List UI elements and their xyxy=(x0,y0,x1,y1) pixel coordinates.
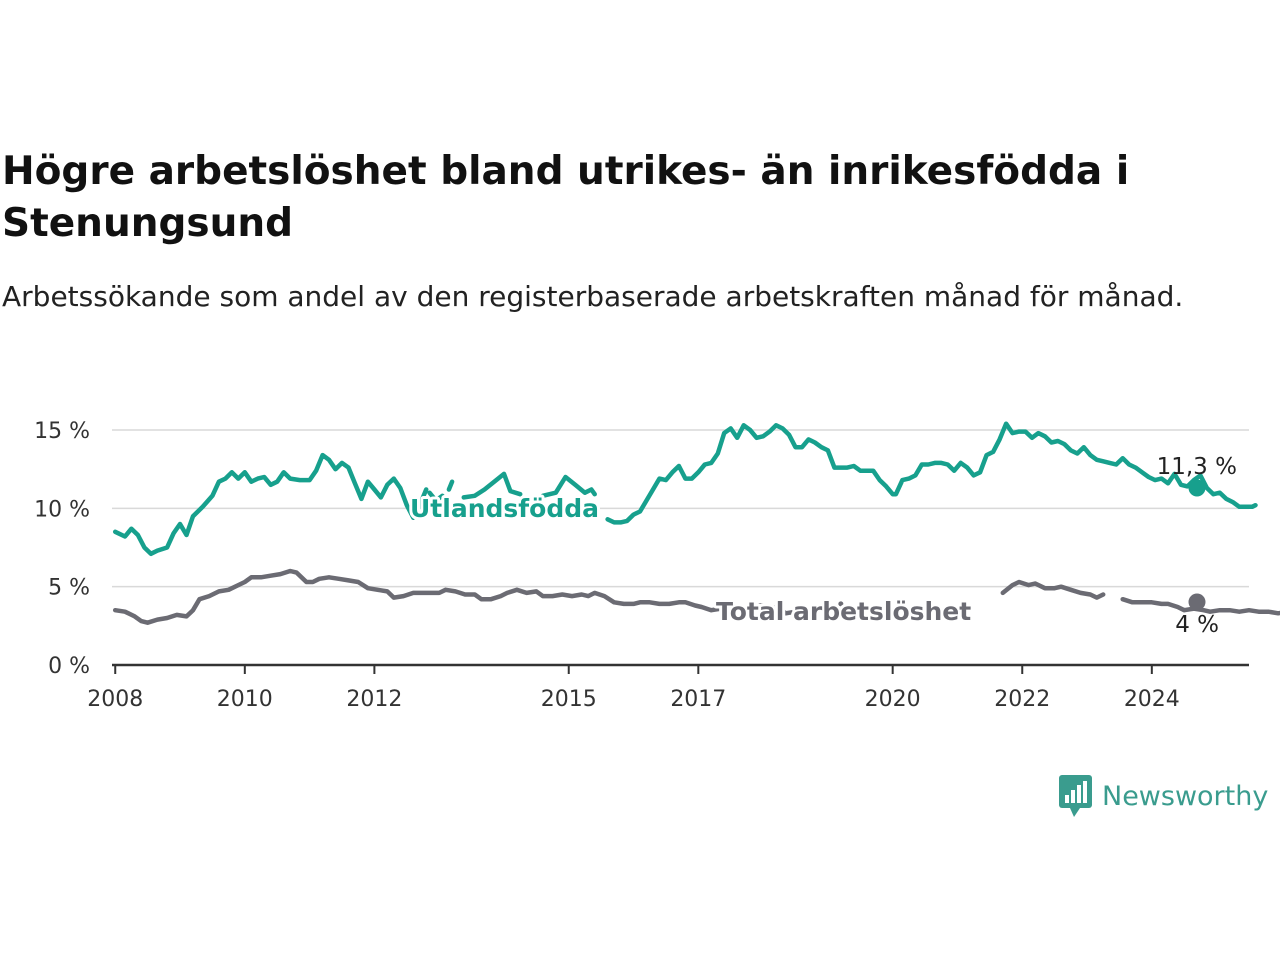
y-tick-label: 15 % xyxy=(34,419,90,444)
chart-subtitle: Arbetssökande som andel av den registerb… xyxy=(2,280,1184,313)
utlandsfodda-end-marker xyxy=(1188,479,1206,497)
utlandsfodda-line xyxy=(112,452,429,557)
y-axis-tick-labels: 0 % 5 % 10 % 15 % xyxy=(34,419,90,679)
x-axis: 2008 2010 2012 2015 2017 2020 2022 2024 xyxy=(87,665,1180,712)
utlandsfodda-line xyxy=(605,421,1258,525)
chart-title: Högre arbetslöshet bland utrikes- än inr… xyxy=(2,149,1130,246)
total-arbetsloshet-end-label: 4 % xyxy=(1175,612,1219,638)
x-tick-label: 2024 xyxy=(1124,687,1180,712)
newsworthy-logo-icon xyxy=(1059,775,1092,817)
utlandsfodda-line xyxy=(427,490,445,503)
utlandsfodda-line xyxy=(461,471,523,500)
total-arbetsloshet-line xyxy=(1000,579,1106,600)
utlandsfodda-label: Utlandsfödda xyxy=(410,494,599,523)
brand-name: Newsworthy xyxy=(1102,780,1269,812)
newsworthy-logo: Newsworthy xyxy=(1058,772,1268,820)
total-arbetsloshet-line xyxy=(1120,596,1280,616)
total-arbetsloshet-end-marker xyxy=(1188,593,1206,611)
series-labels: 11,3 % Utlandsfödda 4 % Total arbetslöshet xyxy=(407,454,1237,638)
utlandsfodda-line xyxy=(540,474,597,499)
total-arbetsloshet-label: Total arbetslöshet xyxy=(716,597,971,626)
x-tick-label: 2015 xyxy=(541,687,597,712)
total-arbetsloshet-line xyxy=(112,568,827,625)
line-chart: 0 %5 %10 %15 % 2008 2010 2012 2015 2017 2020 2… xyxy=(34,419,1280,712)
x-tick-label: 2022 xyxy=(994,687,1050,712)
y-tick-label: 0 % xyxy=(48,654,90,679)
x-tick-label: 2010 xyxy=(217,687,273,712)
y-tick-label: 10 % xyxy=(34,497,90,522)
x-tick-label: 2008 xyxy=(87,687,143,712)
x-tick-label: 2017 xyxy=(670,687,726,712)
x-tick-label: 2020 xyxy=(865,687,921,712)
y-tick-label: 5 % xyxy=(48,576,90,601)
total-arbetsloshet-point xyxy=(838,601,844,607)
x-tick-label: 2012 xyxy=(346,687,402,712)
utlandsfodda-end-label: 11,3 % xyxy=(1157,454,1237,480)
series-lines xyxy=(112,421,1280,625)
utlandsfodda-line xyxy=(446,479,455,492)
